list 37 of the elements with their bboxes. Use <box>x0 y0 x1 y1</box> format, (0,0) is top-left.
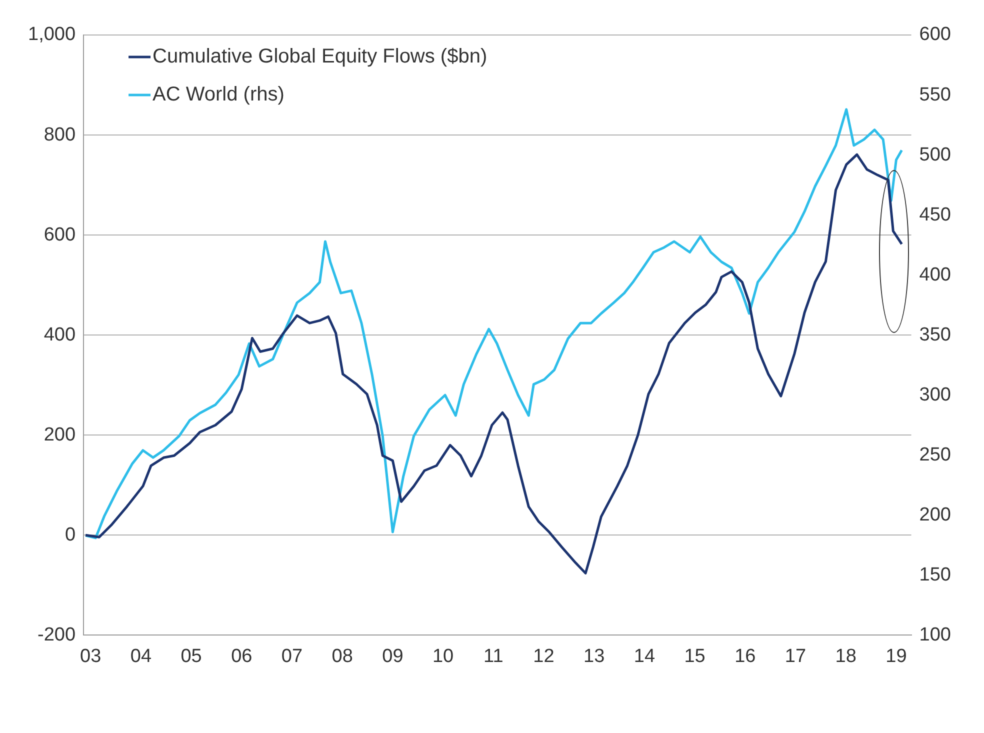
y-tick-label: 400 <box>44 324 76 346</box>
y2-tick-label: 100 <box>919 624 951 646</box>
x-tick-label: 07 <box>281 646 303 667</box>
y2-tick-label: 150 <box>919 564 951 586</box>
x-tick-label: 12 <box>533 646 554 667</box>
y-tick-label: 0 <box>64 524 76 546</box>
x-tick-label: 15 <box>684 646 706 667</box>
x-tick-label: 18 <box>835 646 856 667</box>
x-tick-label: 05 <box>180 646 202 667</box>
y-tick-label: 800 <box>44 124 76 146</box>
x-tick-label: 17 <box>784 646 806 667</box>
x-tick-label: 04 <box>130 646 152 667</box>
x-tick-label: 19 <box>886 646 907 667</box>
legend-label: AC World (rhs) <box>152 84 284 106</box>
legend-label: Cumulative Global Equity Flows ($bn) <box>152 46 488 68</box>
x-tick-label: 14 <box>634 646 656 667</box>
y2-tick-label: 300 <box>919 384 951 406</box>
y2-tick-label: 400 <box>919 264 951 286</box>
y2-tick-label: 450 <box>919 204 951 226</box>
x-tick-label: 11 <box>484 646 504 667</box>
y-tick-label: 600 <box>44 224 76 246</box>
x-tick-label: 09 <box>382 646 404 667</box>
y2-tick-label: 550 <box>919 84 951 106</box>
x-tick-label: 03 <box>80 646 102 667</box>
y-tick-label: -200 <box>38 624 76 646</box>
y2-tick-label: 250 <box>919 444 951 466</box>
x-tick-label: 06 <box>231 646 252 667</box>
x-tick-label: 10 <box>432 646 454 667</box>
x-tick-label: 16 <box>734 646 756 667</box>
y-tick-label: 200 <box>44 424 76 446</box>
y2-tick-label: 600 <box>919 24 951 46</box>
y-tick-label: 1,000 <box>28 24 76 46</box>
y2-tick-label: 500 <box>919 144 951 166</box>
y2-tick-label: 350 <box>919 324 951 346</box>
x-tick-label: 13 <box>584 646 605 667</box>
y2-tick-label: 200 <box>919 504 951 526</box>
x-tick-label: 08 <box>332 646 353 667</box>
